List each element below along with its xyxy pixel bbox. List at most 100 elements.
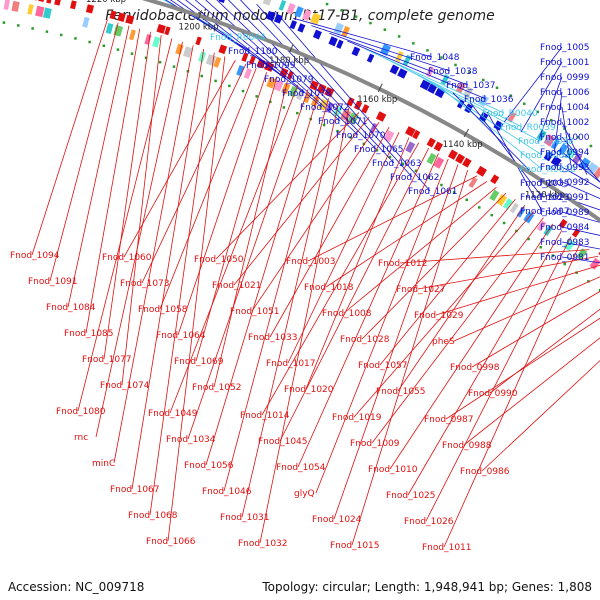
gc-dot xyxy=(144,56,148,60)
leader-line xyxy=(205,0,341,122)
leader-line xyxy=(325,181,488,288)
feature-block xyxy=(54,0,61,6)
gene-label: Fnod_1099 xyxy=(246,61,296,71)
gene-label: Fnod_1062 xyxy=(390,173,440,183)
gene-label: Fnod_1009 xyxy=(350,439,400,449)
genome-backbone xyxy=(141,0,600,223)
feature-block xyxy=(426,152,437,165)
leader-line xyxy=(215,112,360,260)
gc-dot xyxy=(440,183,443,187)
gc-dot xyxy=(255,95,258,98)
leader-line xyxy=(561,106,572,164)
leader-line xyxy=(293,17,433,58)
tick-label: 1120 kbp xyxy=(525,190,565,200)
feature-block xyxy=(35,5,45,18)
leader-line xyxy=(353,211,535,418)
feature-block xyxy=(82,16,90,28)
feature-block xyxy=(286,3,296,15)
gene-label: Fnod_1029 xyxy=(414,311,464,321)
gene-label: Fnod_1017 xyxy=(266,359,316,369)
leader-line xyxy=(333,164,459,520)
feature-block xyxy=(117,12,126,22)
leader-line xyxy=(561,196,600,211)
gc-dot xyxy=(576,136,580,139)
leader-line xyxy=(103,31,151,360)
gene-label: Fnod_R0040 xyxy=(482,109,538,119)
gene-label: Fnod_1079 xyxy=(264,75,314,85)
feature-block xyxy=(236,65,245,77)
feature-block xyxy=(516,207,526,218)
leader-line xyxy=(149,52,215,516)
leader-line xyxy=(417,255,599,290)
gene-label: Fnod_1011 xyxy=(422,543,472,553)
gc-dot xyxy=(296,111,299,115)
gc-dot xyxy=(589,144,593,148)
leader-line xyxy=(187,89,309,440)
leader-line xyxy=(463,337,600,446)
leader-line xyxy=(343,187,497,314)
gene-label: Fnod_1077 xyxy=(82,355,132,365)
gc-dot xyxy=(130,52,134,55)
leader-line xyxy=(520,61,563,133)
gene-label: Fnod_1055 xyxy=(376,387,426,397)
feature-block xyxy=(125,14,135,25)
feature-block xyxy=(558,218,568,229)
leader-line xyxy=(233,117,370,286)
gene-label: Fnod_1006 xyxy=(540,88,590,98)
tick-label: 1180 kbp xyxy=(269,56,309,66)
feature-block xyxy=(213,56,222,68)
gene-label: Fnod_1015 xyxy=(330,541,380,551)
feature-block xyxy=(589,257,600,270)
gene-label: Fnod_R0039 xyxy=(500,123,556,133)
feature-block xyxy=(318,98,329,111)
feature-block xyxy=(366,53,375,63)
leader-line xyxy=(67,25,130,308)
gc-dot xyxy=(536,110,540,114)
feature-block xyxy=(509,202,519,214)
gene-label: Fnod_1012 xyxy=(378,259,428,269)
leader-line xyxy=(216,0,359,136)
feature-block xyxy=(543,134,556,147)
topology-text: Topology: circular; Length: 1,948,941 bp… xyxy=(262,580,592,594)
leader-line xyxy=(361,192,507,340)
gc-dot xyxy=(362,142,366,146)
feature-block xyxy=(113,25,124,37)
gc-dot xyxy=(440,56,443,59)
feature-block xyxy=(278,0,287,11)
leader-line xyxy=(561,211,600,223)
gene-label: Fnod_R0037 xyxy=(520,151,576,161)
feature-block xyxy=(361,104,370,114)
gene-label: Fnod_0983 xyxy=(540,238,590,248)
gc-dot xyxy=(336,129,339,133)
label-leader-lines xyxy=(31,0,600,548)
gc-dot xyxy=(17,24,20,27)
gene-label: Fnod_1100 xyxy=(228,47,278,57)
feature-block xyxy=(550,155,562,167)
gc-dot xyxy=(322,123,326,127)
gene-label: Fnod_0991 xyxy=(540,193,590,203)
gc-dot xyxy=(426,49,429,52)
gene-label: Fnod_1070 xyxy=(336,131,386,141)
gene-label: Fnod_1050 xyxy=(194,255,244,265)
leader-line xyxy=(561,226,600,236)
feature-block xyxy=(11,0,20,12)
feature-block xyxy=(476,165,487,177)
feature-block xyxy=(563,238,576,252)
feature-block xyxy=(328,36,338,47)
tick-mark xyxy=(198,10,203,19)
gc-dot xyxy=(454,63,457,67)
gene-label: Fnod_1005 xyxy=(540,43,590,53)
gc-dot xyxy=(414,169,418,173)
gene-label: Fnod_1072 xyxy=(300,103,350,113)
tick-label: 1140 kbp xyxy=(443,140,483,150)
leader-line xyxy=(31,19,108,256)
gc-dot xyxy=(349,136,352,139)
gene-label: Fnod_1037 xyxy=(446,81,496,91)
feature-block xyxy=(426,137,436,148)
gc-dot xyxy=(88,40,91,44)
feature-block xyxy=(433,141,444,152)
leader-line xyxy=(561,121,588,175)
leader-line xyxy=(113,45,194,464)
gene-label: Fnod_1049 xyxy=(148,409,198,419)
gene-label: Fnod_1023 xyxy=(520,193,570,203)
